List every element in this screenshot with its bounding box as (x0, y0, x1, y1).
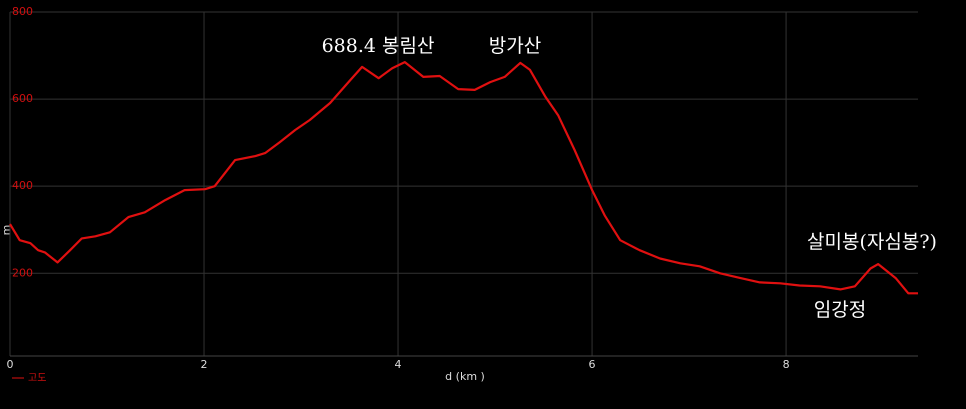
annotation: 살미봉(자심봉?) (807, 231, 937, 253)
x-tick-label: 2 (201, 358, 208, 371)
x-tick-label: 8 (783, 358, 790, 371)
annotation: 방가산 (489, 35, 541, 57)
x-tick-label: 4 (395, 358, 402, 371)
y-tick-label: 800 (12, 5, 33, 18)
y-tick-label: 400 (12, 179, 33, 192)
y-tick-label: 600 (12, 92, 33, 105)
y-axis-label: m (0, 225, 13, 236)
y-tick-label: 200 (12, 266, 33, 279)
x-tick-label: 0 (7, 358, 14, 371)
x-axis-label: d (km ) (445, 370, 485, 383)
elevation-line (9, 61, 918, 295)
legend-label: 고도 (28, 373, 46, 384)
annotation: 688.4 봉림산 (322, 35, 435, 57)
annotation: 임강정 (814, 299, 866, 321)
x-tick-label: 6 (589, 358, 596, 371)
